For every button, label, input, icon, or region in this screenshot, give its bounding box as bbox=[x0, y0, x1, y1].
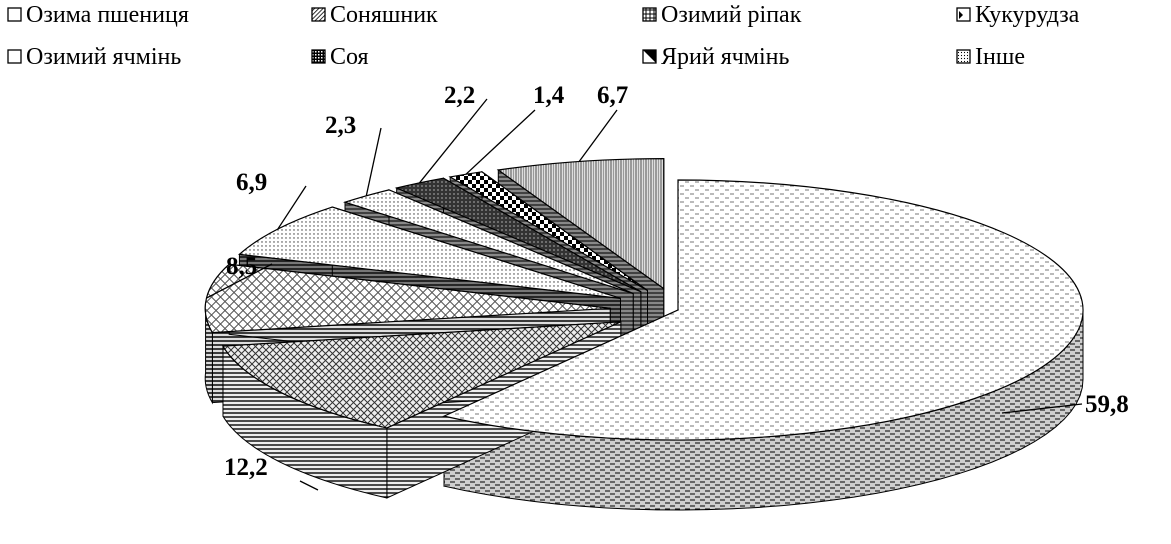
legend-label: Ярий ячмінь bbox=[661, 44, 790, 70]
legend-item-6: Соя bbox=[311, 44, 369, 70]
slice-інше bbox=[496, 158, 665, 290]
legend-swatch-mark bbox=[959, 11, 963, 19]
legend-swatch-icon bbox=[642, 7, 657, 22]
legend-item-5: Озимий ячмінь bbox=[7, 44, 181, 70]
leader-line bbox=[419, 98, 488, 184]
legend-swatch-icon bbox=[311, 49, 326, 64]
data-label-інше: 6,7 bbox=[597, 82, 628, 109]
legend-item-4: Кукурудза bbox=[956, 2, 1080, 28]
legend-swatch-mark bbox=[643, 50, 656, 63]
data-label-соя: 6,9 bbox=[236, 169, 267, 196]
legend-swatch-icon bbox=[956, 49, 971, 64]
legend-label: Озима пшениця bbox=[26, 2, 189, 28]
legend-label: Озимий ячмінь bbox=[26, 44, 181, 70]
slice-озима-пшениця bbox=[442, 179, 1084, 441]
data-label-соняшник: 8,5 bbox=[226, 253, 257, 280]
legend-swatch-icon bbox=[311, 7, 326, 22]
chart-legend: Озима пшениця Соняшник Озимий ріпак Кукуруд… bbox=[7, 2, 1080, 70]
legend-item-3: Озимий ріпак bbox=[642, 2, 802, 28]
legend-label: Кукурудза bbox=[975, 2, 1080, 28]
legend-item-7: Ярий ячмінь bbox=[642, 44, 790, 70]
leader-line bbox=[578, 109, 618, 162]
data-label-озимий-ячмінь: 12,2 bbox=[224, 454, 268, 481]
leader-line bbox=[1001, 403, 1083, 414]
legend-item-2: Соняшник bbox=[311, 2, 438, 28]
data-label-озима-пшениця: 59,8 bbox=[1085, 391, 1129, 418]
pie-slices bbox=[204, 158, 1084, 441]
data-label-озимий-ріпак: 2,3 bbox=[325, 112, 356, 139]
legend-swatch-icon bbox=[7, 7, 22, 22]
leader-line bbox=[465, 109, 536, 175]
legend-item-8: Інше bbox=[956, 44, 1025, 70]
label-leaders bbox=[206, 98, 1083, 491]
data-label-кукурудза: 1,4 bbox=[533, 82, 565, 109]
legend-swatch-icon bbox=[7, 49, 22, 64]
legend-item-1: Озима пшениця bbox=[7, 2, 189, 28]
leader-line bbox=[277, 185, 307, 230]
data-label-ярий-ячмінь: 2,2 bbox=[444, 82, 475, 109]
leader-line bbox=[206, 263, 273, 299]
leader-line bbox=[365, 127, 382, 196]
legend-label: Озимий ріпак bbox=[661, 2, 802, 28]
legend-swatch-icon bbox=[956, 7, 971, 22]
legend-label: Соняшник bbox=[330, 2, 438, 28]
slice-озимий-ячмінь bbox=[221, 321, 622, 429]
data-labels: 59,8 12,2 8,5 6,9 2,3 2,2 1,4 6,7 bbox=[224, 82, 1129, 481]
legend-label: Соя bbox=[330, 44, 369, 70]
legend-label: Інше bbox=[975, 44, 1025, 70]
leader-line bbox=[299, 480, 319, 491]
